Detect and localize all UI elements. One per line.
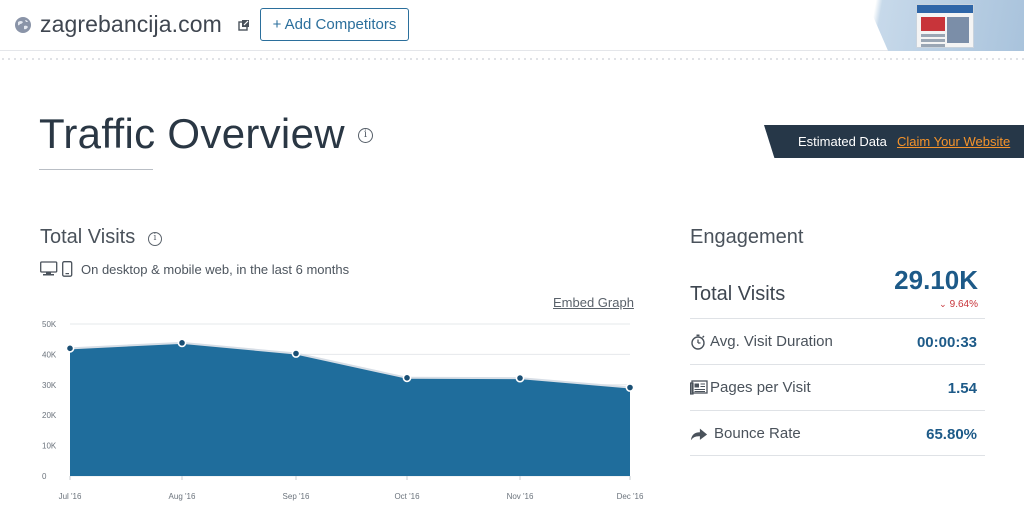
engagement-total-visits-label: Total Visits — [690, 283, 786, 305]
bounce-rate-row: Bounce Rate 65.80% — [690, 410, 985, 456]
visits-line — [69, 341, 631, 389]
add-competitors-button[interactable]: + Add Competitors — [260, 8, 409, 41]
x-tick-label: Aug '16 — [169, 492, 196, 501]
info-icon[interactable]: i — [358, 128, 373, 143]
total-visits-value: 29.10K — [894, 265, 978, 295]
y-tick-label: 20K — [42, 411, 57, 420]
y-tick-label: 0 — [42, 472, 47, 481]
visits-subtitle: On desktop & mobile web, in the last 6 m… — [81, 262, 350, 277]
total-visits-change: ⌄ 9.64% — [900, 299, 978, 310]
y-tick-label: 10K — [42, 442, 57, 451]
change-value: 9.64% — [949, 299, 978, 310]
y-tick-label: 40K — [42, 350, 57, 359]
avg-visit-duration-label: Avg. Visit Duration — [710, 333, 833, 350]
engagement-heading: Engagement — [690, 226, 804, 248]
x-tick-label: Dec '16 — [617, 492, 644, 501]
total-visits-heading: Total Visits — [40, 226, 136, 248]
chevron-down-icon: ⌄ — [939, 299, 947, 309]
pages-per-visit-label: Pages per Visit — [710, 379, 811, 396]
share-arrow-icon — [690, 428, 708, 441]
data-point — [291, 349, 301, 358]
estimated-data-label: Estimated Data — [798, 134, 887, 149]
pages-icon — [690, 380, 708, 395]
x-tick-label: Jul '16 — [59, 492, 82, 501]
estimated-data-banner — [764, 125, 1024, 158]
site-thumbnail[interactable] — [866, 0, 1024, 51]
bounce-rate-label: Bounce Rate — [714, 425, 801, 442]
stopwatch-icon — [691, 334, 705, 350]
pages-per-visit-row: Pages per Visit 1.54 — [690, 364, 985, 410]
top-bar: zagrebancija.com + Add Competitors — [0, 0, 1024, 51]
page-title: Traffic Overview — [39, 110, 345, 157]
data-point — [65, 343, 75, 353]
visits-area-chart: 0 10K 20K 30K 40K 50K Jul '16 Aug '16 Sep '16 Oct… — [42, 320, 644, 501]
site-domain: zagrebancija.com — [40, 11, 222, 37]
x-tick-label: Sep '16 — [283, 492, 310, 501]
embed-graph-link[interactable]: Embed Graph — [553, 295, 634, 310]
title-underline — [39, 169, 153, 170]
avg-visit-duration-value: 00:00:33 — [916, 334, 977, 351]
dotted-divider — [0, 58, 1024, 60]
data-point — [515, 373, 525, 383]
desktop-mobile-icon — [40, 261, 73, 277]
avg-visit-duration-row: Avg. Visit Duration 00:00:33 — [690, 318, 985, 364]
claim-website-link[interactable]: Claim Your Website — [897, 134, 1011, 149]
data-point — [625, 383, 635, 392]
visits-area — [70, 342, 630, 476]
pages-per-visit-value: 1.54 — [947, 380, 977, 397]
y-tick-label: 50K — [42, 320, 57, 329]
external-link-icon[interactable] — [238, 19, 250, 31]
thumbnail-image — [916, 4, 974, 48]
globe-icon — [15, 17, 31, 33]
info-icon[interactable]: i — [148, 232, 162, 246]
y-tick-label: 30K — [42, 381, 57, 390]
bounce-rate-value: 65.80% — [926, 426, 977, 443]
data-point — [177, 338, 187, 348]
data-point — [402, 373, 412, 383]
x-tick-label: Nov '16 — [507, 492, 534, 501]
x-tick-label: Oct '16 — [394, 492, 420, 501]
